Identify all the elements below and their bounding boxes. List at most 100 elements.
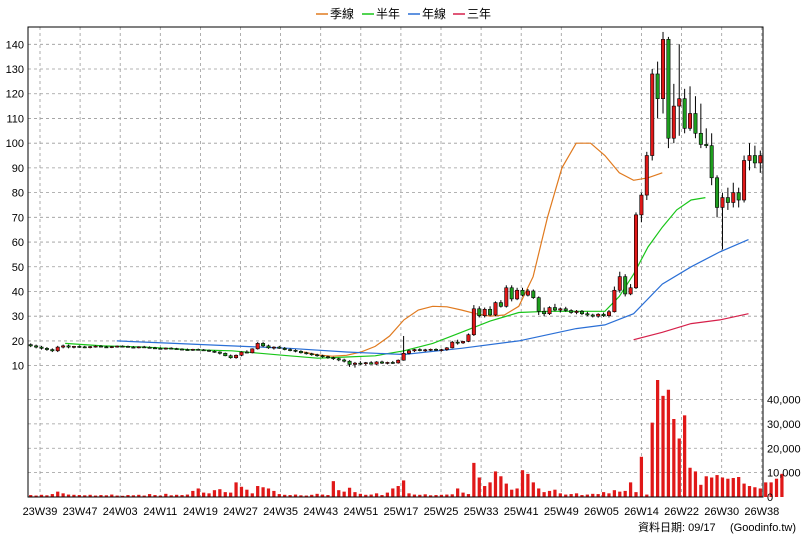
volume-bar (628, 482, 633, 497)
candle-body (293, 350, 298, 352)
candle-body (531, 290, 536, 298)
volume-bar (601, 492, 606, 497)
candle-body (412, 349, 417, 352)
volume-bar (677, 438, 681, 497)
x-tick-label: 23W39 (23, 506, 58, 518)
candle-body (185, 349, 190, 351)
volume-bar (531, 482, 535, 497)
candle-body (488, 308, 493, 316)
candle-body (174, 348, 179, 350)
legend-label-1: 半年 (376, 7, 400, 21)
volume-bar (29, 495, 33, 497)
price-tick-label: 70 (12, 212, 24, 224)
volume-bar (110, 494, 114, 497)
candle-body (590, 314, 595, 317)
volume-bar (175, 494, 179, 497)
volume-bar (283, 494, 287, 497)
volume-bar (585, 494, 589, 497)
volume-bar (115, 495, 119, 497)
volume-bar (293, 494, 298, 497)
volume-bar (304, 495, 308, 497)
candle-body (282, 348, 287, 350)
volume-bar (688, 467, 692, 497)
x-tick-label: 26W14 (624, 506, 659, 518)
plot-border (27, 26, 764, 498)
volume-bar (245, 489, 249, 497)
volume-bar (250, 493, 254, 497)
volume-bar (499, 476, 503, 497)
volume-bar (50, 494, 54, 497)
x-tick-label: 26W38 (744, 506, 779, 518)
candle-body (61, 345, 66, 348)
x-tick-label: 24W03 (103, 506, 138, 518)
candle-body (320, 355, 325, 358)
volume-tick-label: 10,000 (767, 468, 801, 480)
candle-body (207, 350, 212, 352)
candle-body (639, 194, 644, 216)
volume-bar (326, 495, 330, 497)
candle-body (228, 355, 233, 359)
candle-body (401, 352, 406, 361)
candle-body (752, 155, 757, 164)
candle-body (142, 346, 147, 349)
candle-body (423, 349, 428, 352)
volume-bar (39, 494, 44, 497)
volume-bar (229, 492, 233, 497)
candle-body (28, 344, 33, 347)
candle-body (39, 346, 44, 349)
candle-body (455, 341, 460, 344)
volume-bar (515, 488, 519, 497)
candle-body (552, 307, 557, 311)
x-tick-label: 24W27 (223, 506, 258, 518)
candle-body (444, 347, 449, 350)
candle-body (50, 349, 55, 352)
price-tick-label: 90 (12, 163, 24, 175)
x-tick-label: 24W19 (183, 506, 218, 518)
volume-bar (353, 492, 357, 497)
candle-body (158, 348, 163, 350)
volume-bar (434, 495, 438, 497)
volume-bar (272, 490, 276, 497)
volume-bar (710, 477, 714, 497)
volume-bar (634, 492, 638, 497)
candle-body (212, 351, 217, 353)
legend-label-2: 年線 (422, 6, 446, 21)
volume-bar (607, 493, 611, 497)
volume-bar (342, 491, 346, 497)
volume-bar (72, 494, 76, 497)
price-tick-label: 40 (12, 286, 24, 298)
volume-axis-labels: 0 10,000 20,000 30,000 40,000 (767, 395, 801, 505)
volume-bar (780, 473, 784, 497)
volume-bar (234, 482, 238, 497)
candle-body (271, 346, 276, 349)
candle-body (336, 358, 341, 361)
candle-body (163, 347, 168, 350)
candle-body (315, 354, 320, 357)
candle-body (136, 346, 141, 349)
volume-tick-label: 0 (767, 492, 773, 504)
volume-bar (774, 478, 779, 497)
volume-bar (747, 486, 752, 497)
candle-body (671, 105, 676, 139)
volume-bar (520, 470, 525, 497)
x-tick-label: 25W41 (504, 506, 539, 518)
candle-body (731, 192, 736, 203)
candle-body (596, 313, 601, 317)
candle-body (190, 349, 195, 351)
volume-bar (169, 495, 173, 497)
candle-body (88, 346, 93, 348)
candle-body (558, 308, 563, 311)
x-tick-label: 26W30 (704, 506, 739, 518)
volume-bar (374, 493, 379, 497)
candle-body (439, 349, 444, 351)
x-tick-label: 25W49 (544, 506, 579, 518)
volume-bar (401, 480, 406, 497)
volume-bar (483, 486, 487, 497)
volume-bar (310, 494, 314, 497)
volume-bar (212, 490, 217, 497)
volume-bar (547, 490, 552, 497)
volume-bar (299, 495, 303, 497)
volume-bar (742, 483, 746, 497)
source-note: (Goodinfo.tw) (730, 522, 796, 534)
